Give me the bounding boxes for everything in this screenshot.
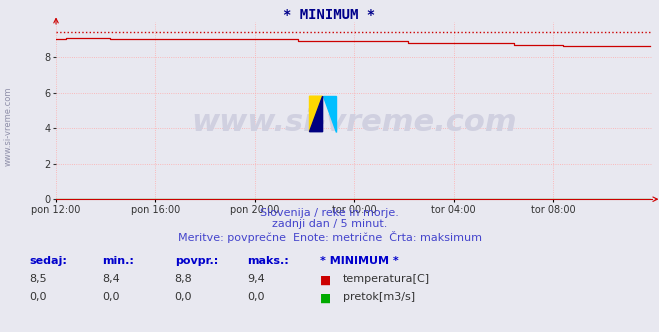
Text: min.:: min.:: [102, 256, 134, 266]
Text: * MINIMUM *: * MINIMUM *: [283, 8, 376, 22]
Text: ■: ■: [320, 292, 331, 305]
Text: Meritve: povprečne  Enote: metrične  Črta: maksimum: Meritve: povprečne Enote: metrične Črta:…: [177, 231, 482, 243]
Text: zadnji dan / 5 minut.: zadnji dan / 5 minut.: [272, 219, 387, 229]
Polygon shape: [323, 96, 335, 132]
Text: www.si-vreme.com: www.si-vreme.com: [3, 86, 13, 166]
Text: temperatura[C]: temperatura[C]: [343, 274, 430, 284]
Text: Slovenija / reke in morje.: Slovenija / reke in morje.: [260, 208, 399, 217]
Text: 0,0: 0,0: [102, 292, 120, 302]
Text: 8,8: 8,8: [175, 274, 192, 284]
Text: maks.:: maks.:: [247, 256, 289, 266]
Polygon shape: [310, 96, 323, 132]
Text: ■: ■: [320, 274, 331, 287]
Text: 9,4: 9,4: [247, 274, 265, 284]
Text: pretok[m3/s]: pretok[m3/s]: [343, 292, 415, 302]
Text: 0,0: 0,0: [30, 292, 47, 302]
Text: 0,0: 0,0: [247, 292, 265, 302]
Text: 8,4: 8,4: [102, 274, 120, 284]
Polygon shape: [310, 96, 323, 132]
Text: 8,5: 8,5: [30, 274, 47, 284]
Text: 0,0: 0,0: [175, 292, 192, 302]
Text: sedaj:: sedaj:: [30, 256, 67, 266]
Text: * MINIMUM *: * MINIMUM *: [320, 256, 398, 266]
Text: www.si-vreme.com: www.si-vreme.com: [191, 108, 517, 137]
Text: povpr.:: povpr.:: [175, 256, 218, 266]
